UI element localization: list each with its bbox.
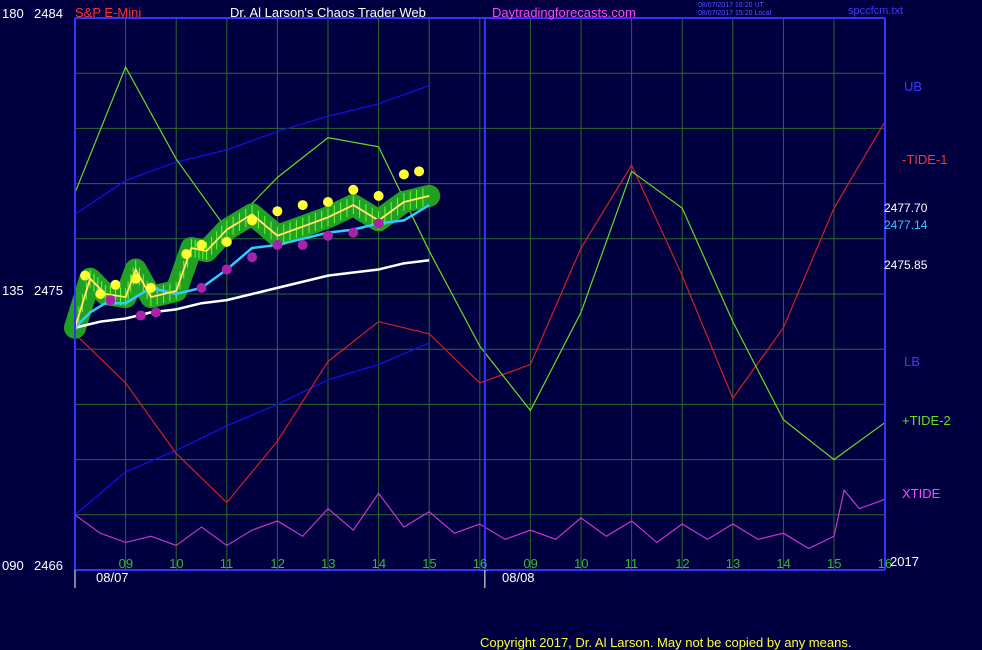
lb-line	[74, 342, 431, 516]
site-title: Dr. Al Larson's Chaos Trader Web	[230, 5, 426, 20]
high-dot	[95, 289, 106, 299]
x-tick-labels: 09 10 11 12 13 14 15 16 09 10 11 12 13 14 15 16	[119, 556, 892, 571]
low-dot	[105, 295, 116, 306]
low-dot	[135, 310, 146, 321]
high-dot	[272, 206, 283, 217]
timestamp-local: 08/07/2017 15:20 Local	[698, 10, 772, 17]
x-tick-label: 13	[726, 556, 740, 571]
x-tick-label: 10	[574, 556, 588, 571]
bottom-angle: 090	[2, 558, 24, 573]
cyan-average-line	[74, 203, 430, 329]
high-dot	[145, 282, 156, 293]
high-dot	[373, 190, 384, 201]
x-tick-label: 11	[220, 556, 234, 571]
year-label: 2017	[890, 554, 919, 569]
bottom-price: 2466	[34, 558, 63, 573]
grid-lines	[75, 18, 885, 570]
xtide-label: XTIDE	[902, 486, 941, 501]
low-dot	[373, 218, 384, 229]
white-average-line	[74, 259, 430, 329]
tide2-label: +TIDE-2	[902, 413, 951, 428]
high-dot	[398, 169, 409, 180]
x-tick-label: 16	[878, 556, 892, 571]
low-dot	[323, 230, 333, 241]
top-price: 2484	[34, 6, 63, 21]
tide1-line	[74, 121, 886, 504]
symbol-label: S&P E-Mini	[75, 5, 142, 20]
mid-angle: 135	[2, 283, 24, 298]
high-dot	[130, 273, 141, 284]
lb-label: LB	[904, 354, 920, 369]
x-tick-label: 12	[270, 556, 284, 571]
high-dot	[414, 166, 425, 177]
low-dot	[150, 307, 161, 318]
x-tick-label: 11	[625, 556, 639, 571]
high-dot	[110, 279, 121, 290]
chart-frame	[74, 17, 886, 588]
x-tick-label: 12	[675, 556, 689, 571]
low-dot	[348, 227, 359, 238]
series-layer	[64, 65, 886, 550]
low-dot	[196, 282, 207, 293]
cyan-average-value: 2477.14	[884, 218, 928, 232]
filename-label: spccfcm.txt	[848, 5, 904, 17]
date-label-day2: 08/08	[502, 570, 535, 585]
tide1-label: -TIDE-1	[902, 152, 948, 167]
price-value-label: 2477.70	[884, 201, 928, 215]
high-dot	[323, 197, 333, 207]
xtide-line	[74, 488, 885, 550]
x-tick-label: 16	[473, 556, 487, 571]
x-tick-label: 09	[119, 556, 133, 571]
high-dot	[221, 236, 232, 247]
high-dot	[348, 184, 359, 195]
x-tick-label: 13	[321, 556, 335, 571]
mid-price: 2475	[34, 283, 63, 298]
price-line	[74, 195, 430, 328]
high-dot	[181, 249, 192, 260]
x-tick-label: 10	[169, 556, 183, 571]
low-dot	[247, 252, 258, 263]
high-dot	[247, 215, 258, 226]
high-dot	[196, 239, 207, 250]
high-dot	[80, 270, 91, 281]
white-average-value: 2475.85	[884, 258, 928, 272]
date-label-day1: 08/07	[96, 570, 129, 585]
low-dot	[272, 239, 283, 250]
x-tick-label: 09	[523, 556, 537, 571]
timestamp-ut: 08/07/2017 16:20 UT	[698, 2, 764, 9]
copyright-footer: Copyright 2017, Dr. Al Larson. May not b…	[480, 635, 852, 650]
x-tick-label: 15	[422, 556, 436, 571]
tide2-line	[74, 65, 885, 461]
ub-line	[74, 84, 431, 215]
x-tick-label: 14	[372, 556, 386, 571]
x-tick-label: 14	[776, 556, 790, 571]
x-tick-label: 15	[827, 556, 841, 571]
low-dot	[221, 264, 232, 275]
top-angle: 180	[2, 6, 24, 21]
ub-label: UB	[904, 79, 923, 94]
site-url-link[interactable]: Daytradingforecasts.com	[492, 5, 636, 20]
high-dot	[297, 200, 308, 211]
low-dot	[297, 239, 308, 250]
